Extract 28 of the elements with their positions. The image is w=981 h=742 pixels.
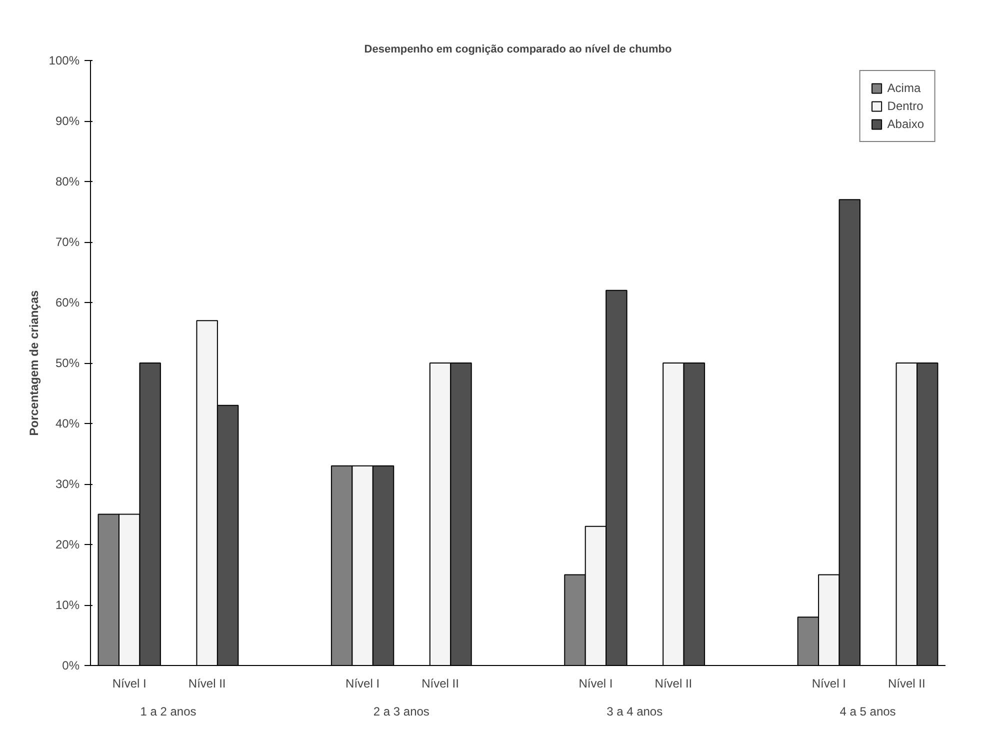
y-tick-label: 10% — [55, 598, 80, 612]
x-tick-label: Nível I — [112, 676, 146, 690]
y-tick-label: 100% — [48, 54, 80, 68]
y-tick-label: 60% — [55, 296, 80, 310]
y-tick-label: 90% — [55, 114, 80, 128]
x-tick-label: Nível II — [888, 676, 926, 690]
text: 4 a 5 anos — [840, 704, 896, 718]
x-tick-label: Nível I — [812, 676, 846, 690]
y-tick-label: 40% — [55, 416, 80, 430]
y-tick-label: 80% — [55, 174, 80, 188]
x-tick-label: Nível I — [346, 676, 380, 690]
y-tick-label: 0% — [62, 658, 80, 672]
x-tick-label: Nível II — [654, 676, 692, 690]
y-tick-label: 50% — [55, 356, 80, 370]
legend-label: Dentro — [887, 99, 924, 113]
y-tick-label: 20% — [55, 538, 80, 552]
chart-title: Desempenho em cognição comparado ao nível de chumbo — [364, 44, 672, 56]
text: 3 a 4 anos — [606, 704, 663, 718]
legend-label: Acima — [887, 81, 921, 95]
legend-label: Abaixo — [887, 117, 924, 131]
y-tick-label: 30% — [55, 477, 80, 491]
text: 2 a 3 anos — [373, 704, 430, 718]
x-tick-label: Nível I — [578, 676, 613, 690]
text: 1 a 2 anos — [140, 704, 196, 718]
x-tick-label: Nível II — [422, 676, 459, 690]
y-axis-title: Porcentagem de crianças — [26, 290, 41, 436]
y-tick-label: 70% — [55, 235, 80, 249]
x-tick-label: Nível II — [188, 676, 226, 690]
